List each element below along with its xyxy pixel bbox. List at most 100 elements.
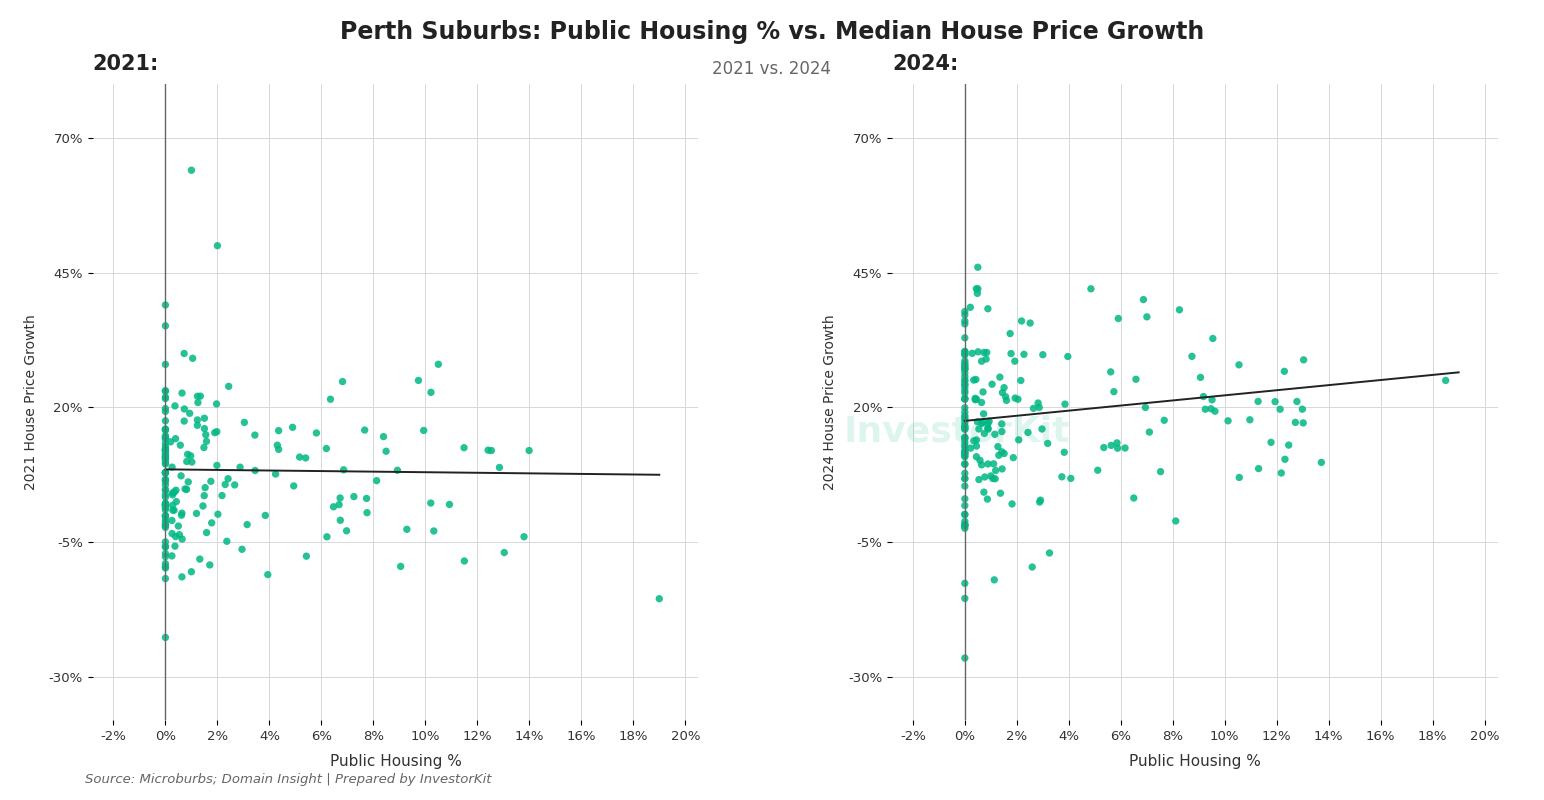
Point <box>159 514 184 527</box>
Point <box>185 396 210 409</box>
Point <box>395 523 420 536</box>
Point <box>210 489 235 502</box>
Point <box>1194 403 1218 416</box>
Point <box>953 508 977 521</box>
Point <box>171 402 196 415</box>
Point <box>953 432 977 445</box>
Point <box>517 444 542 457</box>
Point <box>953 375 977 388</box>
Text: 2024:: 2024: <box>892 54 959 74</box>
Point <box>153 414 178 427</box>
Point <box>963 282 988 295</box>
Point <box>953 318 977 330</box>
Point <box>1201 332 1226 345</box>
Point <box>977 415 1002 428</box>
Point <box>162 399 187 412</box>
Point <box>341 490 366 503</box>
Point <box>213 478 238 491</box>
Point <box>190 499 215 512</box>
Point <box>990 446 1014 458</box>
Point <box>167 528 191 541</box>
Point <box>352 424 377 437</box>
Point <box>1002 355 1027 368</box>
Point <box>153 475 178 488</box>
Point <box>153 450 178 463</box>
Point <box>153 458 178 470</box>
Point <box>1136 426 1161 438</box>
Point <box>953 444 977 457</box>
Point <box>965 261 990 274</box>
Point <box>164 484 188 497</box>
Point <box>195 526 219 539</box>
Point <box>161 489 185 502</box>
Point <box>327 498 352 511</box>
Point <box>171 347 196 360</box>
Point <box>327 514 352 526</box>
Point <box>222 478 247 491</box>
Point <box>1002 392 1027 405</box>
Point <box>153 478 178 491</box>
Point <box>953 422 977 435</box>
Point <box>963 373 988 386</box>
Point <box>452 554 477 567</box>
Point <box>304 426 329 439</box>
Point <box>216 472 241 485</box>
Point <box>970 396 994 409</box>
Point <box>253 509 278 522</box>
Point <box>153 444 178 457</box>
Point <box>1180 350 1204 362</box>
Point <box>374 445 398 458</box>
Point <box>153 541 178 554</box>
Point <box>991 382 1016 394</box>
Point <box>982 458 1007 470</box>
Point <box>953 458 977 470</box>
Point <box>1268 403 1292 416</box>
Point <box>999 347 1024 360</box>
Text: 2021:: 2021: <box>93 54 159 74</box>
Point <box>153 445 178 458</box>
Point <box>153 510 178 522</box>
Point <box>953 519 977 532</box>
Point <box>153 430 178 443</box>
Point <box>153 474 178 486</box>
Point <box>153 562 178 574</box>
Point <box>990 462 1014 475</box>
Point <box>953 448 977 461</box>
Point <box>953 458 977 470</box>
Point <box>953 438 977 451</box>
Point <box>185 390 210 402</box>
Point <box>493 546 517 559</box>
Point <box>418 386 443 398</box>
Text: InvestorKit: InvestorKit <box>845 415 1070 449</box>
Point <box>953 413 977 426</box>
Point <box>153 466 178 479</box>
Point <box>153 498 178 511</box>
Point <box>1085 464 1110 477</box>
Point <box>153 456 178 469</box>
Point <box>953 393 977 406</box>
Point <box>153 442 178 455</box>
Point <box>953 406 977 418</box>
Point <box>1001 451 1025 464</box>
Point <box>202 426 227 439</box>
Point <box>1113 442 1138 454</box>
Point <box>153 319 178 332</box>
Point <box>1016 426 1041 439</box>
Point <box>153 572 178 585</box>
Point <box>1246 395 1271 408</box>
Point <box>1263 395 1288 408</box>
Point <box>953 450 977 463</box>
Point <box>953 592 977 605</box>
Point <box>963 393 988 406</box>
Point <box>191 490 216 502</box>
Point <box>953 362 977 375</box>
Point <box>953 472 977 485</box>
Point <box>153 422 178 435</box>
Point <box>953 467 977 480</box>
Point <box>1098 366 1122 378</box>
Point <box>293 550 318 562</box>
Point <box>974 353 999 366</box>
Point <box>953 416 977 429</box>
Point <box>153 392 178 405</box>
Point <box>389 560 414 573</box>
